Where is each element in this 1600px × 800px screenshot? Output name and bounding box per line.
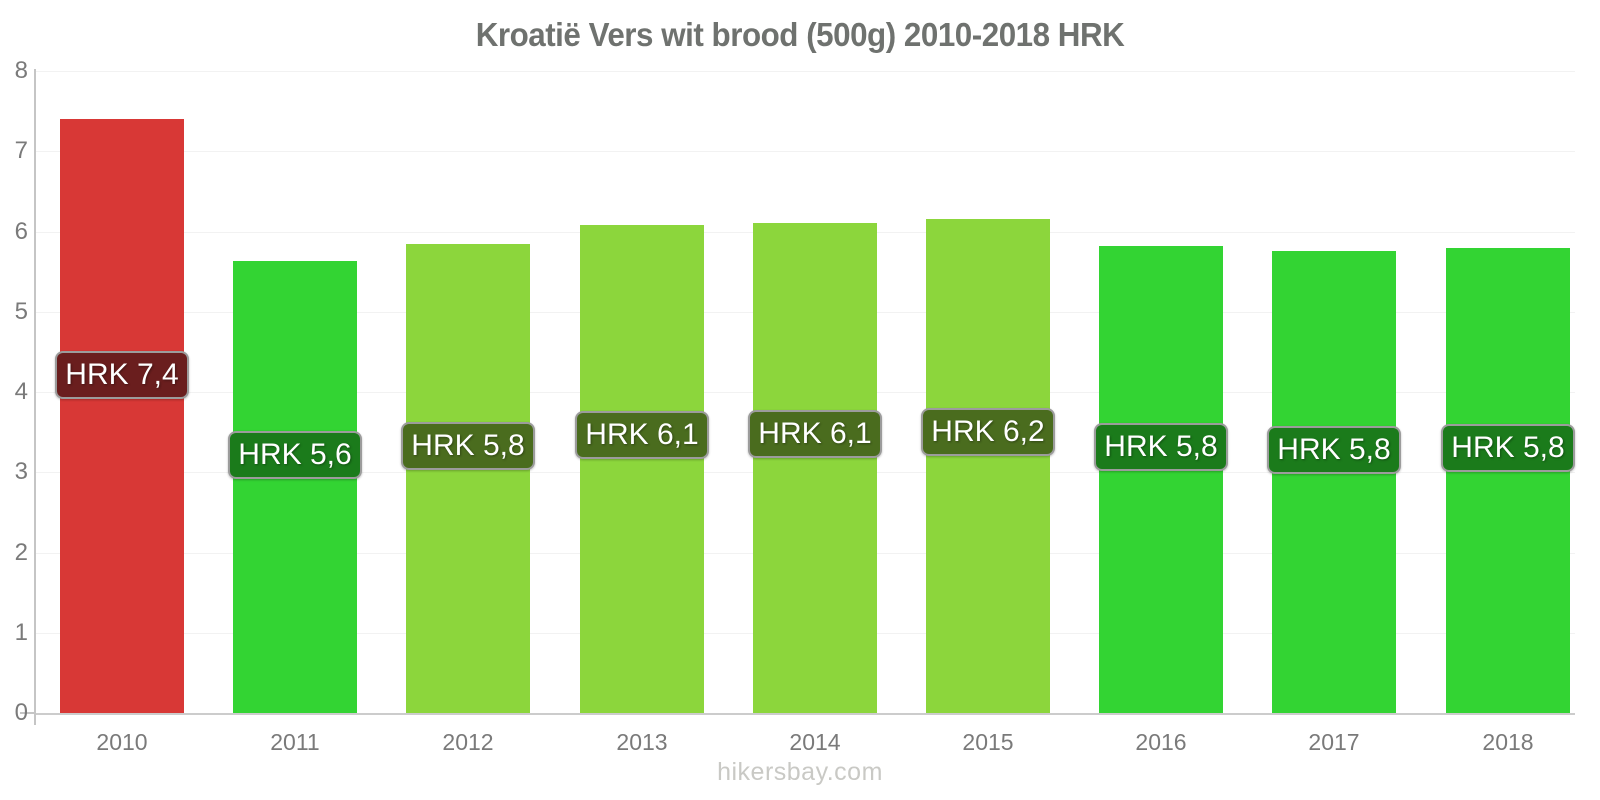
x-tick-label-2014: 2014 bbox=[789, 729, 841, 755]
bar-value-label-2013: HRK 6,1 bbox=[575, 411, 709, 459]
bar-value-label-2018: HRK 5,8 bbox=[1441, 424, 1575, 472]
y-tick-label-0: 0 bbox=[14, 699, 28, 726]
bar-2017 bbox=[1272, 251, 1396, 713]
bar-2010 bbox=[60, 119, 184, 713]
footer-watermark: hikersbay.com bbox=[717, 758, 883, 786]
y-tick-label-4: 4 bbox=[14, 378, 28, 405]
bar-2011 bbox=[233, 261, 357, 713]
y-tick-label-2: 2 bbox=[14, 539, 28, 566]
x-tick-label-2018: 2018 bbox=[1482, 729, 1534, 755]
bar-2015 bbox=[926, 219, 1050, 713]
gridline bbox=[35, 151, 1575, 152]
y-tick-label-7: 7 bbox=[14, 137, 28, 164]
bar-value-label-2016: HRK 5,8 bbox=[1094, 423, 1228, 471]
x-tick-label-2010: 2010 bbox=[96, 729, 148, 755]
chart-title: Kroatië Vers wit brood (500g) 2010-2018 … bbox=[475, 16, 1125, 53]
bar-value-label-2012: HRK 5,8 bbox=[401, 422, 535, 470]
x-tick-label-2012: 2012 bbox=[442, 729, 494, 755]
gridline bbox=[35, 71, 1575, 72]
y-tick-label-3: 3 bbox=[14, 458, 28, 485]
bar-value-label-2014: HRK 6,1 bbox=[748, 410, 882, 458]
bar-2018 bbox=[1446, 248, 1570, 713]
y-tick-label-5: 5 bbox=[14, 298, 28, 325]
x-tick-label-2016: 2016 bbox=[1135, 729, 1187, 755]
x-tick-label-2011: 2011 bbox=[270, 729, 320, 755]
y-tick-label-1: 1 bbox=[14, 619, 28, 646]
bar-2014 bbox=[753, 223, 877, 713]
x-tick-label-2017: 2017 bbox=[1308, 729, 1360, 755]
bar-2016 bbox=[1099, 246, 1223, 713]
bar-2013 bbox=[580, 225, 704, 713]
x-tick-label-2013: 2013 bbox=[616, 729, 668, 755]
y-tick-label-6: 6 bbox=[14, 218, 28, 245]
bar-value-label-2011: HRK 5,6 bbox=[228, 431, 362, 479]
x-axis-line bbox=[35, 713, 1575, 715]
bar-value-label-2017: HRK 5,8 bbox=[1267, 426, 1401, 474]
zero-tick bbox=[20, 712, 35, 714]
x-tick-label-2015: 2015 bbox=[962, 729, 1014, 755]
y-tick-label-8: 8 bbox=[14, 57, 28, 84]
bar-2012 bbox=[406, 244, 530, 713]
bar-value-label-2015: HRK 6,2 bbox=[921, 408, 1055, 456]
y-axis-line bbox=[34, 69, 36, 725]
bar-value-label-2010: HRK 7,4 bbox=[55, 351, 189, 399]
